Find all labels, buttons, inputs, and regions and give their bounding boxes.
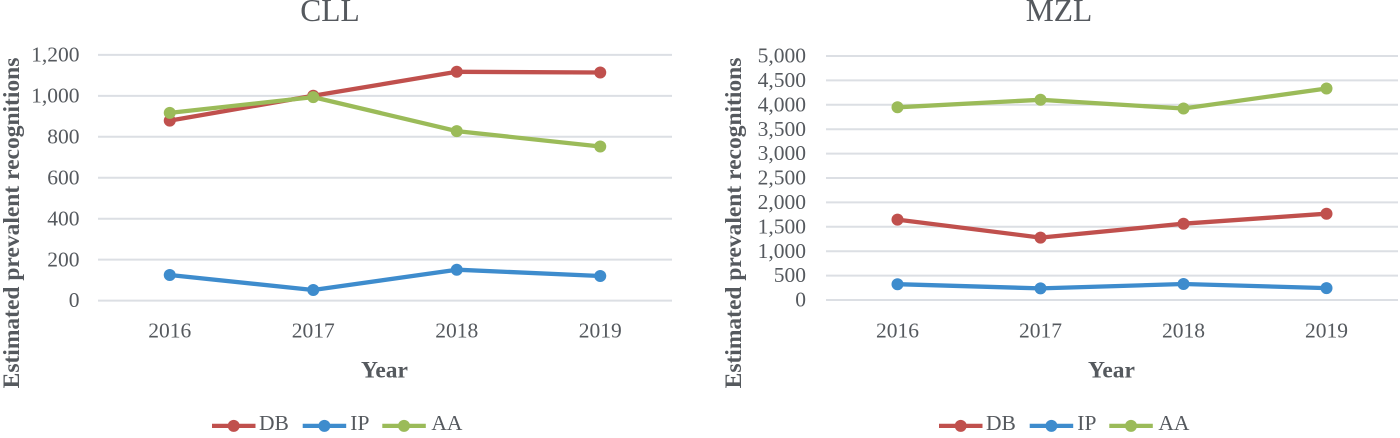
svg-text:2,000: 2,000	[758, 190, 806, 214]
svg-text:2017: 2017	[292, 319, 335, 343]
svg-text:Estimated prevalent recognitio: Estimated prevalent recognitions	[721, 58, 747, 389]
svg-text:IP: IP	[1077, 411, 1096, 433]
svg-text:AA: AA	[1158, 411, 1190, 433]
svg-text:4,000: 4,000	[758, 92, 806, 116]
svg-text:600: 600	[47, 165, 79, 189]
svg-text:MZL: MZL	[1026, 0, 1093, 28]
svg-text:3,500: 3,500	[758, 117, 806, 141]
svg-text:500: 500	[774, 263, 806, 287]
svg-text:2019: 2019	[579, 319, 622, 343]
svg-text:0: 0	[69, 288, 80, 312]
svg-text:DB: DB	[259, 411, 289, 433]
svg-text:0: 0	[795, 288, 806, 312]
svg-text:2,500: 2,500	[758, 166, 806, 190]
svg-text:2018: 2018	[1162, 319, 1205, 343]
svg-text:5,000: 5,000	[758, 44, 806, 68]
svg-text:AA: AA	[431, 411, 463, 433]
svg-text:3,000: 3,000	[758, 141, 806, 165]
svg-text:DB: DB	[986, 411, 1016, 433]
svg-text:Estimated prevalent recognitio: Estimated prevalent recognitions	[0, 58, 25, 389]
svg-text:400: 400	[47, 206, 79, 230]
svg-text:2018: 2018	[435, 319, 478, 343]
svg-text:800: 800	[47, 124, 79, 148]
svg-text:Year: Year	[1088, 358, 1135, 384]
svg-text:IP: IP	[350, 411, 369, 433]
svg-text:Year: Year	[361, 358, 408, 384]
svg-text:1,000: 1,000	[31, 83, 79, 107]
svg-text:200: 200	[47, 247, 79, 271]
svg-text:1,500: 1,500	[758, 214, 806, 238]
svg-text:2016: 2016	[148, 319, 191, 343]
svg-text:4,500: 4,500	[758, 68, 806, 92]
svg-text:2017: 2017	[1019, 319, 1062, 343]
svg-text:2019: 2019	[1305, 319, 1348, 343]
svg-text:1,000: 1,000	[758, 239, 806, 263]
svg-text:CLL: CLL	[300, 0, 360, 28]
svg-text:1,200: 1,200	[31, 43, 79, 67]
svg-text:2016: 2016	[876, 319, 919, 343]
